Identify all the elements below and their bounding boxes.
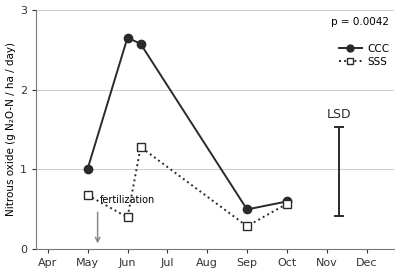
Text: LSD: LSD	[326, 108, 351, 121]
Text: fertilization: fertilization	[100, 195, 155, 205]
Text: p = 0.0042: p = 0.0042	[331, 17, 389, 27]
Legend: CCC, SSS: CCC, SSS	[339, 44, 389, 67]
Y-axis label: Nitrous oxide (g N₂O-N / ha / day): Nitrous oxide (g N₂O-N / ha / day)	[6, 42, 16, 216]
